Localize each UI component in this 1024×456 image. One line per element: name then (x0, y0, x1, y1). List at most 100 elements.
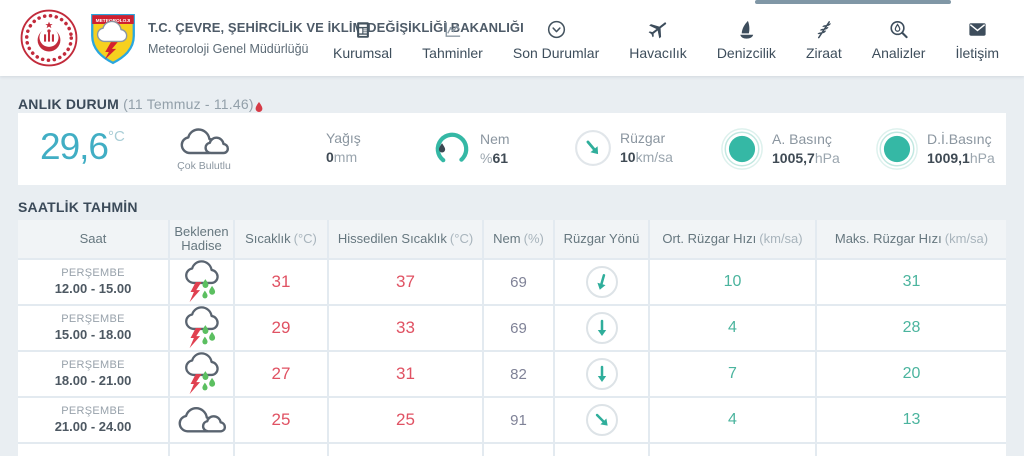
row-temp-cell: 31 (235, 260, 327, 304)
row-time-cell: PERŞEMBE 18.00 - 21.00 (18, 352, 168, 396)
row-humidity-cell: 91 (484, 398, 553, 442)
temperature-value: 29,6 (40, 126, 109, 167)
col-header-hissedilen: Hissedilen Sıcaklık (°C) (329, 220, 482, 258)
row-time-cell: PERŞEMBE 12.00 - 15.00 (18, 260, 168, 304)
temperature-unit: °C (108, 128, 125, 145)
current-section-label: ANLIK DURUM (18, 96, 119, 112)
humidity-prefix: % (480, 150, 493, 166)
row-temp-cell: 27 (235, 352, 327, 396)
nav-item-tahminler[interactable]: Tahminler (407, 0, 498, 76)
row-max-wind-cell: 28 (817, 306, 1006, 350)
row-max-wind-cell: 20 (817, 352, 1006, 396)
nav-label: Son Durumlar (512, 44, 600, 61)
nav-item-analizler[interactable]: Analizler (857, 0, 941, 76)
humidity-gauge-icon (435, 132, 469, 166)
row-feels-cell: 25 (329, 398, 482, 442)
wheat-icon (813, 16, 834, 40)
current-section-time: (11 Temmuz - 11.46) (123, 96, 254, 112)
col-header-saat: Saat (18, 220, 168, 258)
plane-icon (647, 16, 669, 40)
row-condition-cell (170, 398, 233, 442)
nav-label: Havacılık (629, 44, 687, 61)
thunderstorm-icon (184, 306, 219, 350)
precip-unit: mm (333, 148, 358, 165)
col-header-ort-ruzgar: Ort. Rüzgar Hızı (km/sa) (650, 220, 815, 258)
hourly-forecast-table: Saat Beklenen Hadise Sıcaklık (°C) Hissed… (18, 220, 1006, 456)
row-condition-cell (170, 260, 233, 304)
current-wind: Rüzgar 10km/sa (574, 129, 673, 167)
nav-label: Analizler (871, 44, 926, 61)
row-wind-dir-cell (555, 260, 648, 304)
envelope-icon (967, 16, 988, 40)
nav-item-havacilik[interactable]: Havacılık (614, 0, 702, 76)
row-condition-cell (170, 306, 233, 350)
alert-pin-icon (255, 100, 263, 116)
clock-circle-icon (546, 16, 567, 40)
nav-item-denizcilik[interactable]: Denizcilik (702, 0, 791, 76)
row-wind-dir-cell (555, 306, 648, 350)
precip-value: 0 (326, 148, 334, 165)
row-feels-cell: 33 (329, 306, 482, 350)
current-sea-pressure: D.İ.Basınç 1009,1hPa (875, 127, 995, 171)
row-feels-cell: 31 (329, 352, 482, 396)
humidity-value: 61 (492, 150, 509, 166)
col-header-maks-ruzgar: Maks. Rüzgar Hızı (km/sa) (817, 220, 1006, 258)
nav-label: Ziraat (805, 44, 842, 61)
row-avg-wind-cell: 4 (650, 398, 815, 442)
row-max-wind-cell: 13 (817, 398, 1006, 442)
top-header: METEOROLOJI T.C. ÇEVRE, ŞEHİRCİLİK VE İK… (0, 0, 1024, 76)
pressure-label: A. Basınç (772, 131, 832, 148)
top-scroll-indicator (755, 0, 951, 4)
row-humidity-cell: 69 (484, 260, 553, 304)
nav-item-iletisim[interactable]: İletişim (940, 0, 1014, 76)
precip-label: Yağış (326, 130, 361, 146)
col-header-beklenen-hadise: Beklenen Hadise (170, 220, 233, 258)
agency-subtitle: Meteoroloji Genel Müdürlüğü (148, 42, 309, 56)
current-pressure: A. Basınç 1005,7hPa (720, 127, 840, 171)
wind-direction-icon (575, 130, 611, 166)
chart-icon (442, 16, 463, 40)
row-feels-cell: 37 (329, 260, 482, 304)
wind-direction-arrow-icon (585, 358, 618, 390)
current-section-title: ANLIK DURUM (11 Temmuz - 11.46) (18, 96, 263, 116)
nav-label: Kurumsal (333, 44, 393, 61)
row-time-cell: PERŞEMBE 15.00 - 18.00 (18, 306, 168, 350)
cloudy-icon (178, 407, 226, 433)
current-conditions-card: 29,6°C Çok Bulutlu Yağış 0mm Nem %61 (18, 113, 1006, 185)
wind-direction-arrow-icon (585, 312, 618, 344)
sea-pressure-label: D.İ.Basınç (927, 131, 992, 148)
row-avg-wind-cell: 10 (650, 260, 815, 304)
hourly-section-label: SAATLİK TAHMİN (18, 199, 138, 215)
row-avg-wind-cell: 4 (650, 306, 815, 350)
wind-label: Rüzgar (620, 130, 666, 147)
condition-label: Çok Bulutlu (177, 160, 231, 172)
nav-item-ziraat[interactable]: Ziraat (791, 0, 857, 76)
row-humidity-cell: 82 (484, 352, 553, 396)
cloudy-icon (180, 128, 229, 155)
nav-label: Denizcilik (716, 44, 776, 61)
magnifier-drop-icon (888, 16, 909, 40)
row-time-cell: PERŞEMBE 21.00 - 24.00 (18, 398, 168, 442)
wind-unit: km/sa (635, 149, 673, 165)
nav-label: İletişim (955, 44, 999, 61)
wind-direction-arrow-icon (585, 266, 618, 298)
row-avg-wind-cell: 7 (650, 352, 815, 396)
thunderstorm-icon (184, 260, 219, 304)
current-humidity: Nem %61 (432, 129, 510, 169)
ministry-title: T.C. ÇEVRE, ŞEHİRCİLİK VE İKLİM DEĞİŞİKL… (148, 20, 524, 35)
wind-direction-arrow-icon (585, 404, 618, 436)
current-condition: Çok Bulutlu (168, 125, 240, 172)
nav-item-son-durumlar[interactable]: Son Durumlar (498, 0, 614, 76)
col-header-nem: Nem (%) (484, 220, 553, 258)
nav-item-kurumsal[interactable]: Kurumsal (318, 0, 407, 76)
row-max-wind-cell: 31 (817, 260, 1006, 304)
col-header-sicaklik: Sıcaklık (°C) (235, 220, 327, 258)
wind-value: 10 (620, 149, 636, 165)
pressure-value: 1005,7 (772, 150, 815, 166)
meteoroloji-shield-icon: METEOROLOJI (91, 14, 135, 65)
sailboat-icon (736, 16, 757, 40)
brand-home-link[interactable]: METEOROLOJI T.C. ÇEVRE, ŞEHİRCİLİK VE İK… (20, 9, 524, 67)
humidity-label: Nem (480, 131, 510, 148)
thunderstorm-icon (184, 352, 219, 396)
row-wind-dir-cell (555, 398, 648, 442)
